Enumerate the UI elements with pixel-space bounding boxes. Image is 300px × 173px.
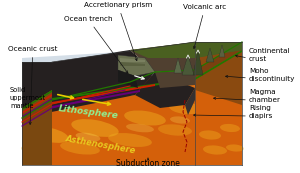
Text: Ocean trench: Ocean trench xyxy=(64,16,128,73)
Polygon shape xyxy=(22,100,52,126)
Ellipse shape xyxy=(169,102,201,114)
Polygon shape xyxy=(22,62,52,108)
Ellipse shape xyxy=(226,144,244,152)
Polygon shape xyxy=(120,62,145,66)
Polygon shape xyxy=(22,84,155,124)
Polygon shape xyxy=(22,78,195,120)
Ellipse shape xyxy=(126,124,154,132)
Polygon shape xyxy=(148,42,242,58)
Ellipse shape xyxy=(71,119,119,137)
Polygon shape xyxy=(135,72,195,108)
Polygon shape xyxy=(22,62,52,165)
Text: Solid
uppermost
mantle: Solid uppermost mantle xyxy=(10,88,46,108)
Polygon shape xyxy=(22,90,140,128)
Text: Rising
diapirs: Rising diapirs xyxy=(249,105,273,119)
Polygon shape xyxy=(155,70,195,88)
Ellipse shape xyxy=(199,130,221,140)
Ellipse shape xyxy=(32,127,69,143)
Polygon shape xyxy=(193,50,203,75)
Polygon shape xyxy=(130,42,242,58)
Ellipse shape xyxy=(76,133,100,141)
Text: Oceanic crust: Oceanic crust xyxy=(8,46,58,124)
Polygon shape xyxy=(22,90,52,110)
Ellipse shape xyxy=(203,145,227,155)
Polygon shape xyxy=(22,90,52,116)
Polygon shape xyxy=(118,55,155,76)
Polygon shape xyxy=(22,94,52,114)
Polygon shape xyxy=(195,50,242,80)
Polygon shape xyxy=(22,50,155,130)
Polygon shape xyxy=(120,66,145,70)
Text: Moho
discontinuity: Moho discontinuity xyxy=(249,68,296,82)
Ellipse shape xyxy=(124,111,166,126)
Ellipse shape xyxy=(170,116,190,124)
Polygon shape xyxy=(22,90,52,165)
Text: Accretionary prism: Accretionary prism xyxy=(84,2,152,61)
Polygon shape xyxy=(22,88,195,165)
Polygon shape xyxy=(195,90,242,165)
Text: Asthenosphere: Asthenosphere xyxy=(64,134,136,156)
Text: Subduction zone: Subduction zone xyxy=(116,158,180,167)
Polygon shape xyxy=(22,70,195,116)
Polygon shape xyxy=(195,42,242,78)
Polygon shape xyxy=(22,70,195,108)
Ellipse shape xyxy=(60,142,100,154)
Ellipse shape xyxy=(33,138,51,146)
Polygon shape xyxy=(219,45,225,57)
Ellipse shape xyxy=(220,124,240,132)
Polygon shape xyxy=(185,88,195,115)
Polygon shape xyxy=(182,55,194,75)
Polygon shape xyxy=(174,58,182,73)
Polygon shape xyxy=(130,42,195,72)
Text: Continental
crust: Continental crust xyxy=(249,48,290,62)
Ellipse shape xyxy=(158,124,192,136)
Polygon shape xyxy=(22,52,120,62)
Text: Magma
chamber: Magma chamber xyxy=(249,89,281,103)
Text: Volcanic arc: Volcanic arc xyxy=(183,4,226,49)
Ellipse shape xyxy=(108,133,152,147)
Ellipse shape xyxy=(21,145,49,155)
Polygon shape xyxy=(195,42,242,165)
Polygon shape xyxy=(206,48,214,62)
Polygon shape xyxy=(120,58,145,62)
Text: Lithosphere: Lithosphere xyxy=(57,104,118,120)
Polygon shape xyxy=(118,70,138,88)
Polygon shape xyxy=(22,98,52,118)
